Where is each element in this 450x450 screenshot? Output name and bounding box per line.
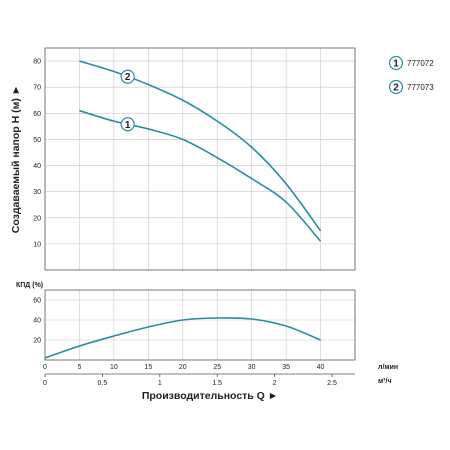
legend: 1 777072 2 777073 [388, 55, 434, 95]
y-tick-label: 20 [33, 338, 41, 345]
x-tick-label: 40 [317, 364, 325, 371]
axis-labels: Создаваемый напор H (м) ► КПД (%) л/мин м³/… [10, 85, 398, 402]
legend-marker [388, 55, 404, 71]
x-tick-label: 25 [213, 364, 221, 371]
secondary-x-tick-label: 1.5 [212, 380, 222, 387]
series-marker-label: 1 [125, 120, 131, 131]
efficiency-chart-panel: 0 5 10 15 20 25 30 35 40 20 40 60 0 0.5 1 1.5 2 2.5 [33, 289, 356, 387]
y-tick-label: 40 [33, 163, 41, 170]
secondary-x-tick-label: 2.5 [327, 380, 337, 387]
y-tick-label: 20 [33, 215, 41, 222]
series-line-777073 [79, 60, 322, 232]
secondary-x-tick-label: 0.5 [98, 380, 108, 387]
x-tick-label: 15 [144, 364, 152, 371]
legend-marker-label: 2 [393, 83, 399, 94]
y-tick-label: 60 [33, 298, 41, 305]
efficiency-line [44, 317, 321, 359]
secondary-x-tick-label: 2 [273, 380, 277, 387]
series-marker-777072 [120, 117, 135, 132]
x-tick-label: 30 [248, 364, 256, 371]
x-tick-label: 0 [43, 364, 47, 371]
y-tick-label: 10 [33, 241, 41, 248]
y-tick-label: 60 [33, 111, 41, 118]
y-axis-title: Создаваемый напор H (м) ► [10, 85, 22, 233]
efficiency-axis-title: КПД (%) [16, 282, 43, 289]
head-chart-panel: 10 20 30 40 50 60 70 80 1 2 [33, 47, 356, 271]
y-tick-label: 80 [33, 59, 41, 66]
y-tick-label: 50 [33, 137, 41, 144]
x-tick-label: 35 [282, 364, 290, 371]
y-tick-label: 30 [33, 189, 41, 196]
y-tick-label: 40 [33, 318, 41, 325]
secondary-x-tick-label: 1 [158, 380, 162, 387]
y-tick-label: 70 [33, 85, 41, 92]
x-unit-label: л/мин [378, 364, 398, 371]
x-tick-label: 5 [77, 364, 81, 371]
plot-frame [44, 47, 356, 271]
secondary-x-tick-label: 0 [43, 380, 47, 387]
x-axis-title: Производительность Q ► [142, 390, 278, 402]
series-line-777072 [79, 109, 322, 242]
series-marker-label: 2 [125, 72, 131, 83]
x-tick-label: 10 [110, 364, 118, 371]
x-tick-label: 20 [179, 364, 187, 371]
plot-frame [44, 289, 356, 361]
legend-entry-777073: 777073 [407, 83, 434, 92]
legend-marker [388, 79, 404, 95]
legend-entry-777072: 777072 [407, 59, 434, 68]
legend-marker-label: 1 [393, 59, 399, 70]
secondary-x-unit-label: м³/ч [378, 378, 392, 385]
series-marker-777073 [120, 69, 135, 84]
